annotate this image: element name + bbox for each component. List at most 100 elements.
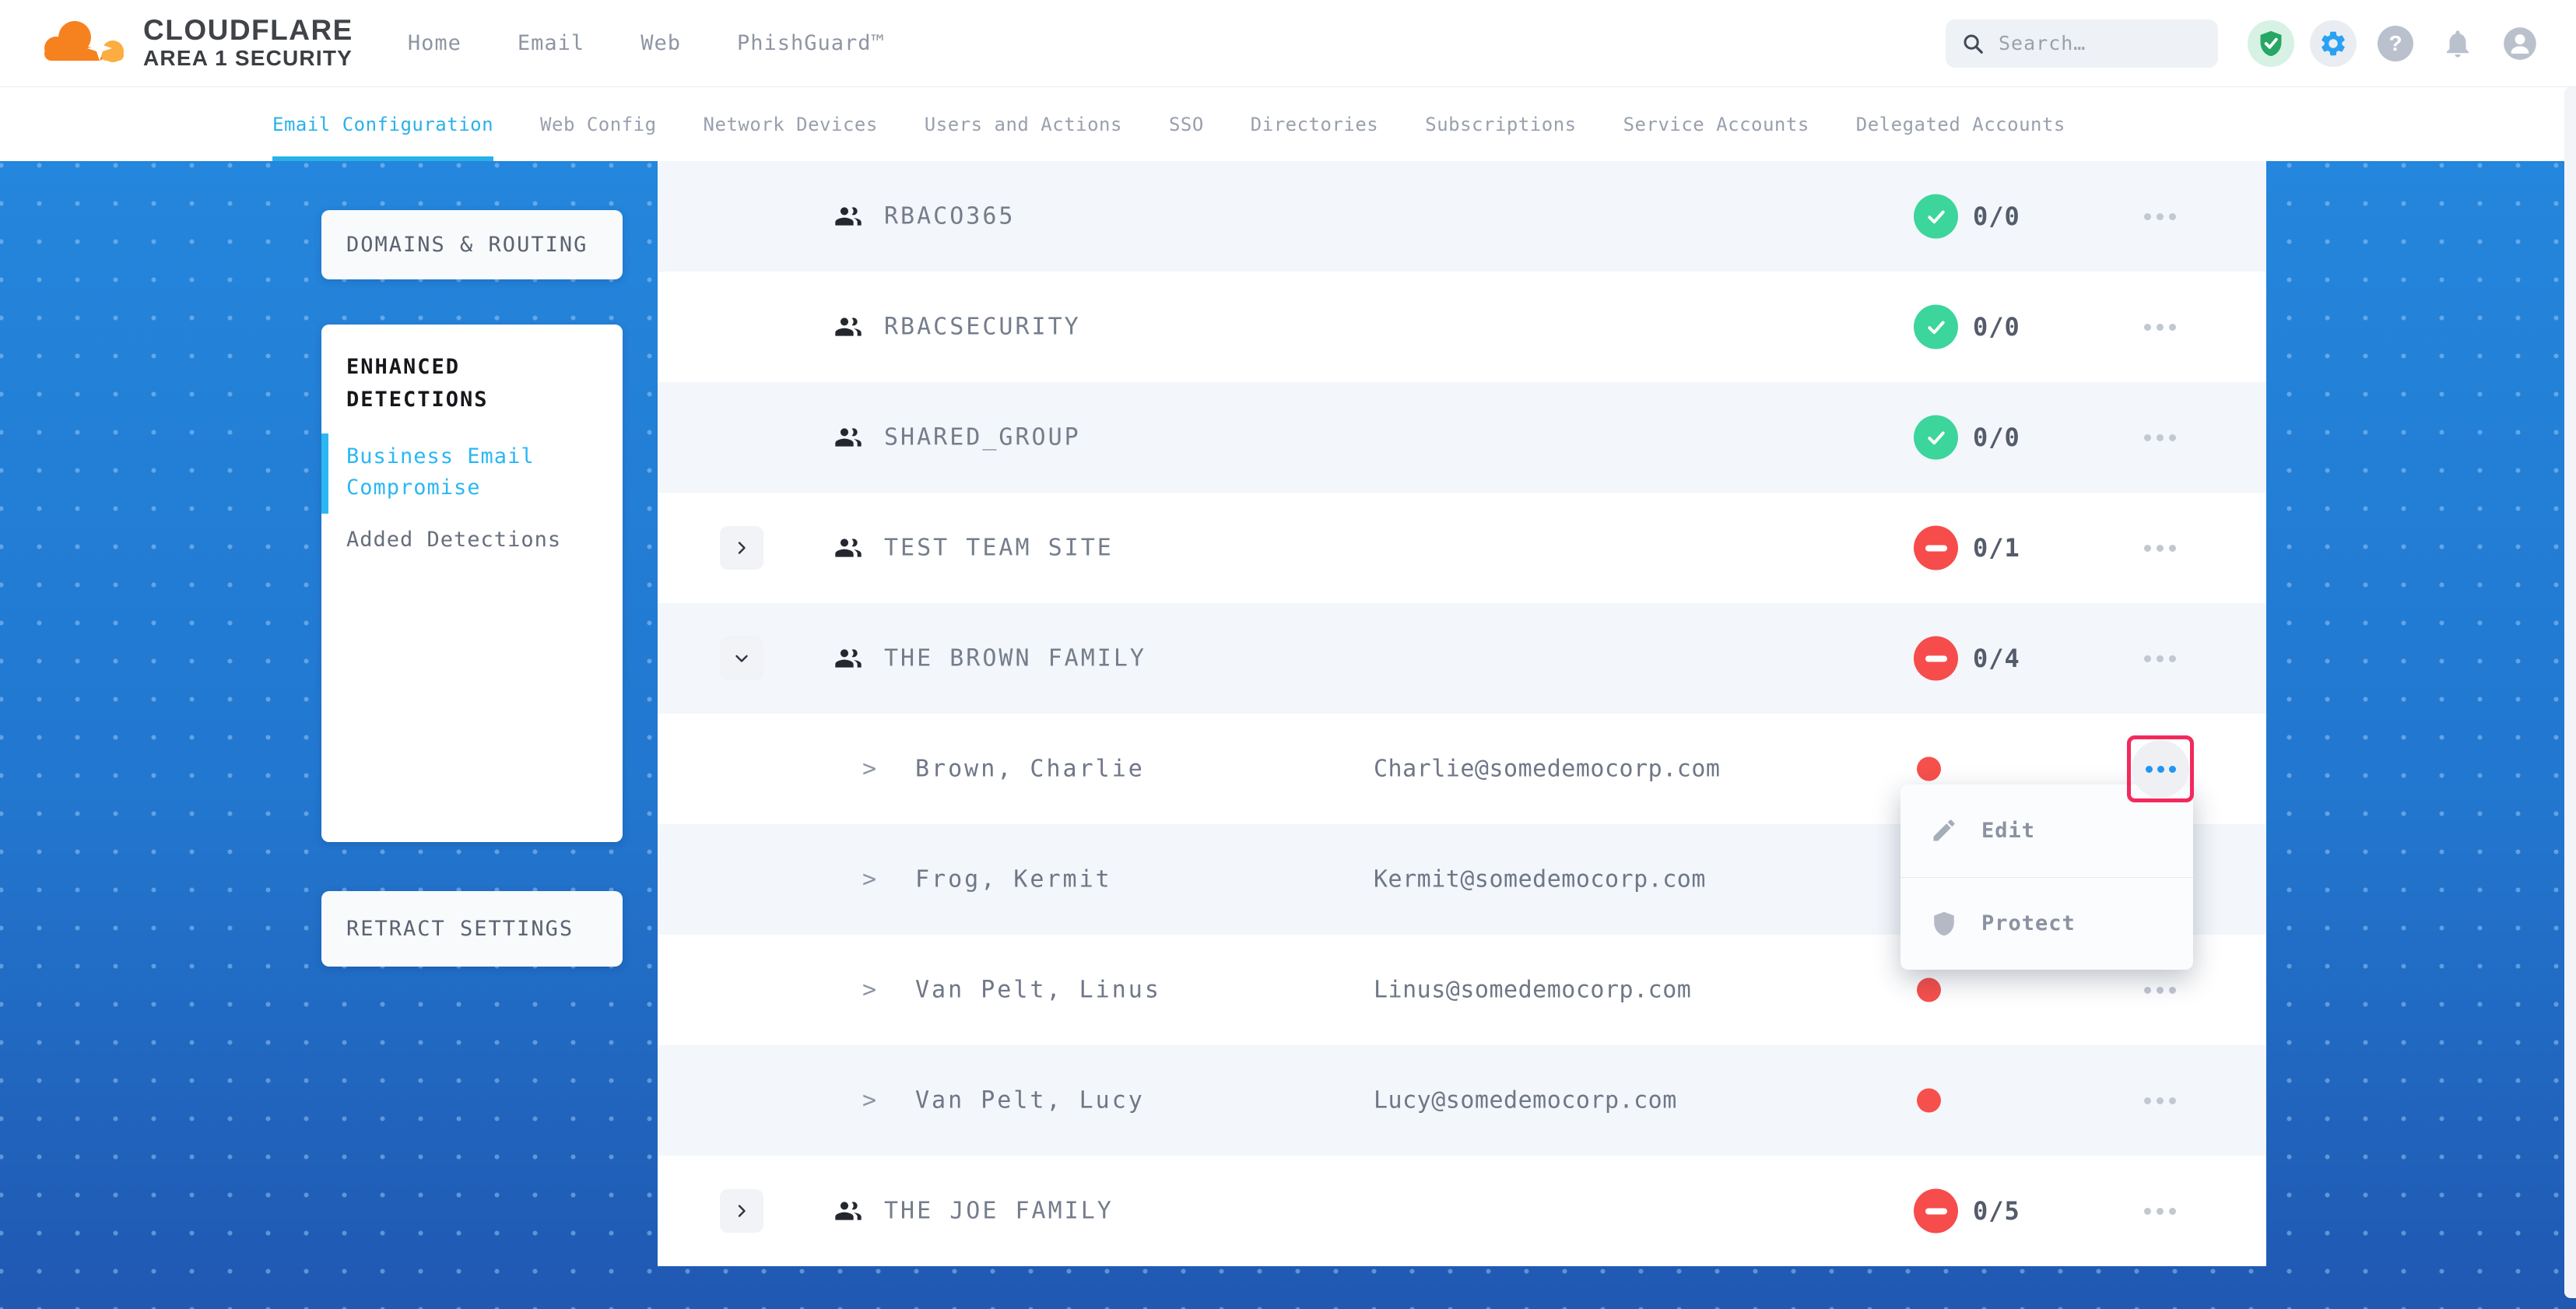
sidebar-card-domains-routing: DOMAINS & ROUTING [321,210,623,279]
group-name: RBACO365 [884,202,1016,230]
member-name: Van Pelt, Lucy [915,1086,1145,1114]
brand-sub: AREA 1 SECURITY [143,45,353,70]
protected-count: 0/0 [1973,202,2020,231]
cloudflare-logo[interactable]: CLOUDFLARE AREA 1 SECURITY [40,14,353,73]
context-menu-edit[interactable]: Edit [1900,784,2193,877]
collapse-group-button[interactable] [720,637,763,680]
help-icon: ? [2378,25,2413,61]
table-row[interactable]: > Van Pelt, Lucy Lucy@somedemocorp.com [658,1045,2266,1156]
shield-check-icon [2260,30,2282,56]
status-blocked-icon [1914,1188,1958,1234]
sidebar-item-added-detections[interactable]: Added Detections [346,527,562,552]
pencil-icon [1933,819,1955,841]
table-row[interactable]: RBACSECURITY 0/0 [658,272,2266,382]
row-menu-button[interactable] [2135,1076,2185,1125]
search-input[interactable] [1999,32,2202,54]
group-name: THE BROWN FAMILY [884,644,1146,672]
member-name: Brown, Charlie [915,755,1145,783]
account-button[interactable] [2497,20,2543,67]
group-icon [835,318,862,336]
context-menu-protect[interactable]: Protect [1900,876,2193,970]
member-name: Frog, Kermit [915,865,1112,893]
group-name: RBACSECURITY [884,313,1081,341]
member-status-dot [1917,977,1941,1002]
shield-icon [1934,911,1954,936]
member-email: Lucy@somedemocorp.com [1374,1086,1677,1114]
group-icon [835,207,862,226]
table-row[interactable]: THE BROWN FAMILY 0/4 [658,603,2266,714]
tab-service-accounts[interactable]: Service Accounts [1623,113,1809,135]
tab-sso[interactable]: SSO [1168,113,1204,135]
member-name: Van Pelt, Linus [915,976,1161,1004]
status-ok-icon [1914,194,1958,239]
group-icon [835,649,862,668]
groups-table: RBACO365 0/0 RBACSECURITY 0/0 SHARED_GRO… [658,161,2266,1266]
row-menu-button[interactable] [2135,412,2185,462]
status-blocked-icon [1914,636,1958,681]
settings-button[interactable] [2310,19,2357,67]
tab-directories[interactable]: Directories [1250,113,1379,135]
protected-count: 0/1 [1973,533,2020,563]
top-nav: Home Email Web PhishGuard™ [408,31,885,55]
nav-email[interactable]: Email [517,31,585,55]
search-box[interactable] [1946,19,2218,68]
row-menu-button[interactable] [2135,191,2185,241]
table-row[interactable]: RBACO365 0/0 [658,161,2266,272]
chevron-right-icon [738,1205,746,1217]
group-icon [835,539,862,557]
search-icon [1964,34,1983,54]
tab-email-configuration[interactable]: Email Configuration [272,87,494,161]
user-icon [2504,26,2536,60]
tab-users-and-actions[interactable]: Users and Actions [924,113,1122,135]
expand-group-button[interactable] [720,1189,763,1233]
expand-group-button[interactable] [720,526,763,570]
sidebar-item-business-email-compromise[interactable]: Business Email Compromise [321,433,595,514]
member-status-dot [1917,1088,1941,1113]
row-menu-button[interactable] [2135,633,2185,683]
row-menu-button-highlighted[interactable] [2127,735,2194,802]
header-icons: ? [2248,19,2543,67]
nav-web[interactable]: Web [640,31,681,55]
help-button[interactable]: ? [2372,20,2419,67]
row-context-menu: Edit Protect [1900,784,2193,970]
gear-icon [2322,31,2345,55]
table-row[interactable]: THE JOE FAMILY 0/5 [658,1156,2266,1266]
status-ok-icon [1914,304,1958,349]
brand-name: CLOUDFLARE [143,13,353,46]
group-name: THE JOE FAMILY [884,1197,1114,1225]
row-menu-button[interactable] [2135,302,2185,352]
chevron-right-icon [738,542,746,554]
cloudflare-cloud-icon [44,20,124,62]
table-row[interactable]: TEST TEAM SITE 0/1 [658,493,2266,603]
sidebar-item-retract-settings[interactable]: RETRACT SETTINGS [346,917,574,941]
chevron-right-icon: > [862,755,877,783]
notifications-button[interactable] [2434,20,2481,67]
protected-count: 0/5 [1973,1196,2020,1226]
sidebar-item-enhanced-detections[interactable]: ENHANCED DETECTIONS [346,355,489,412]
group-icon [835,1202,862,1220]
top-header: CLOUDFLARE AREA 1 SECURITY Home Email We… [0,0,2576,87]
sidebar-card-policies: EMAIL POLICIES ALLOW LIST BLOCK LIST ENH… [321,325,623,842]
member-status-dot [1917,756,1941,781]
tab-network-devices[interactable]: Network Devices [703,113,878,135]
row-menu-button[interactable] [2135,523,2185,573]
bell-icon [2447,30,2469,57]
row-menu-button[interactable] [2135,965,2185,1015]
group-icon [835,428,862,447]
nav-phishguard[interactable]: PhishGuard™ [736,31,885,55]
member-email: Charlie@somedemocorp.com [1374,755,1721,783]
group-name: SHARED_GROUP [884,423,1081,451]
sidebar-card-retract: RETRACT SETTINGS [321,891,623,967]
tab-web-config[interactable]: Web Config [540,113,657,135]
scrollbar[interactable] [2564,87,2576,1298]
sidebar-section-enhanced-detections: ENHANCED DETECTIONS Business Email Compr… [321,325,623,842]
protection-status-button[interactable] [2248,19,2294,67]
nav-home[interactable]: Home [407,31,462,55]
tab-delegated-accounts[interactable]: Delegated Accounts [1855,113,2065,135]
sidebar-item-domains-routing[interactable]: DOMAINS & ROUTING [346,233,588,257]
row-menu-button[interactable] [2135,1186,2185,1236]
table-row[interactable]: SHARED_GROUP 0/0 [658,382,2266,493]
tab-subscriptions[interactable]: Subscriptions [1425,113,1577,135]
protected-count: 0/4 [1973,644,2020,673]
chevron-right-icon: > [862,865,877,893]
